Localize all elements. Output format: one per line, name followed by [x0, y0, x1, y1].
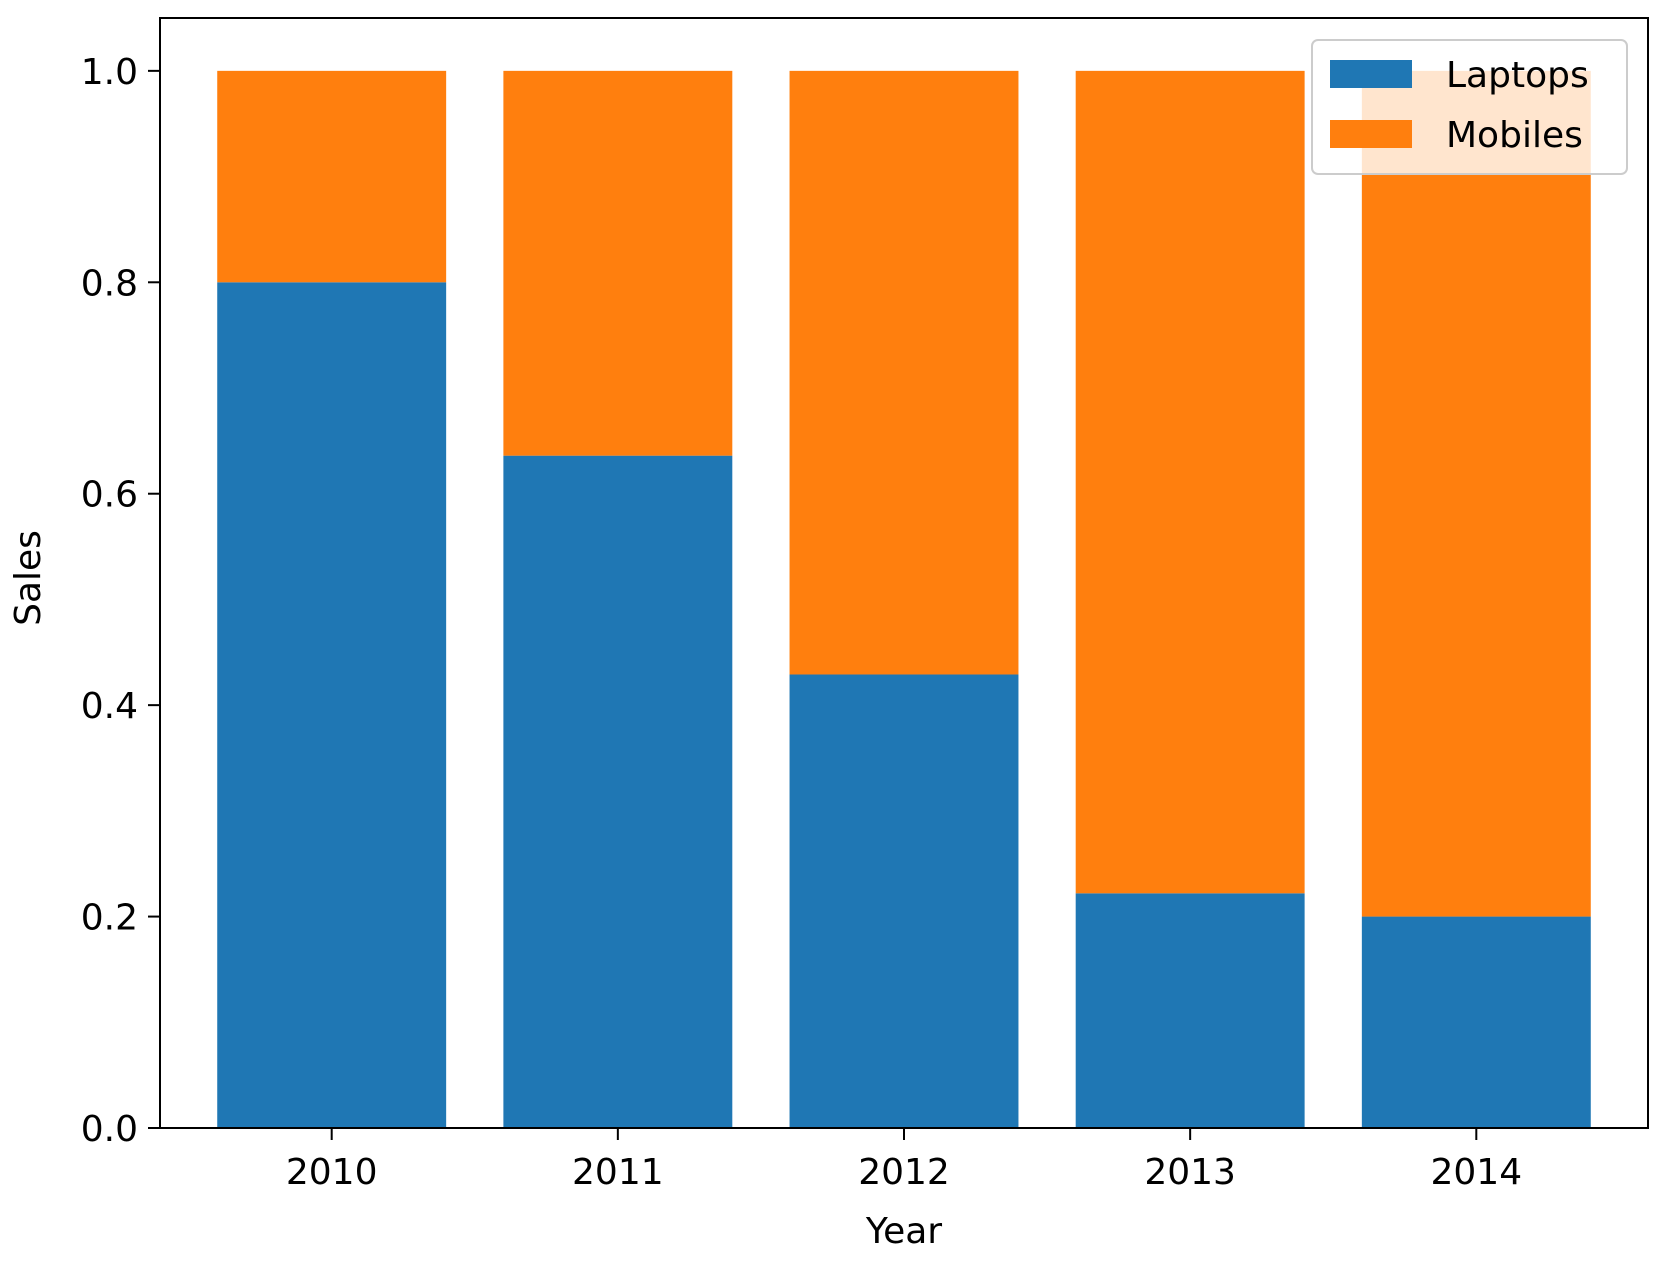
- x-tick-label: 2013: [1144, 1152, 1236, 1193]
- x-tick-label: 2014: [1430, 1152, 1522, 1193]
- y-axis: 0.0 0.2 0.4 0.6 0.8 1.0: [81, 52, 160, 1150]
- x-axis: 2010 2011 2012 2013 2014: [286, 1128, 1522, 1193]
- legend-label-mobiles: Mobiles: [1446, 115, 1583, 156]
- x-tick-label: 2010: [286, 1152, 378, 1193]
- y-tick-label: 0.0: [81, 1109, 138, 1150]
- x-tick-label: 2012: [858, 1152, 950, 1193]
- legend-swatch-laptops: [1330, 60, 1412, 88]
- bar-laptops-2013: [1075, 893, 1305, 1128]
- bar-laptops-2014: [1361, 916, 1591, 1128]
- y-tick-label: 0.2: [81, 898, 138, 939]
- y-tick-label: 1.0: [81, 52, 138, 93]
- bar-mobiles-2012: [789, 70, 1019, 675]
- y-tick-label: 0.4: [81, 686, 138, 727]
- x-tick-label: 2011: [572, 1152, 664, 1193]
- bar-laptops-2010: [217, 282, 447, 1128]
- bar-mobiles-2011: [503, 70, 733, 456]
- y-tick-label: 0.6: [81, 475, 138, 516]
- x-axis-title: Year: [865, 1211, 942, 1252]
- legend-label-laptops: Laptops: [1446, 55, 1589, 96]
- y-tick-label: 0.8: [81, 263, 138, 304]
- legend: Laptops Mobiles: [1311, 39, 1628, 175]
- legend-swatch-mobiles: [1330, 120, 1412, 148]
- bar-laptops-2011: [503, 455, 733, 1129]
- bars-layer: [217, 70, 1591, 1129]
- bar-mobiles-2010: [217, 70, 447, 283]
- bar-laptops-2012: [789, 674, 1019, 1128]
- bar-mobiles-2013: [1075, 70, 1305, 894]
- bar-mobiles-2014: [1361, 70, 1591, 917]
- y-axis-title: Sales: [8, 530, 49, 626]
